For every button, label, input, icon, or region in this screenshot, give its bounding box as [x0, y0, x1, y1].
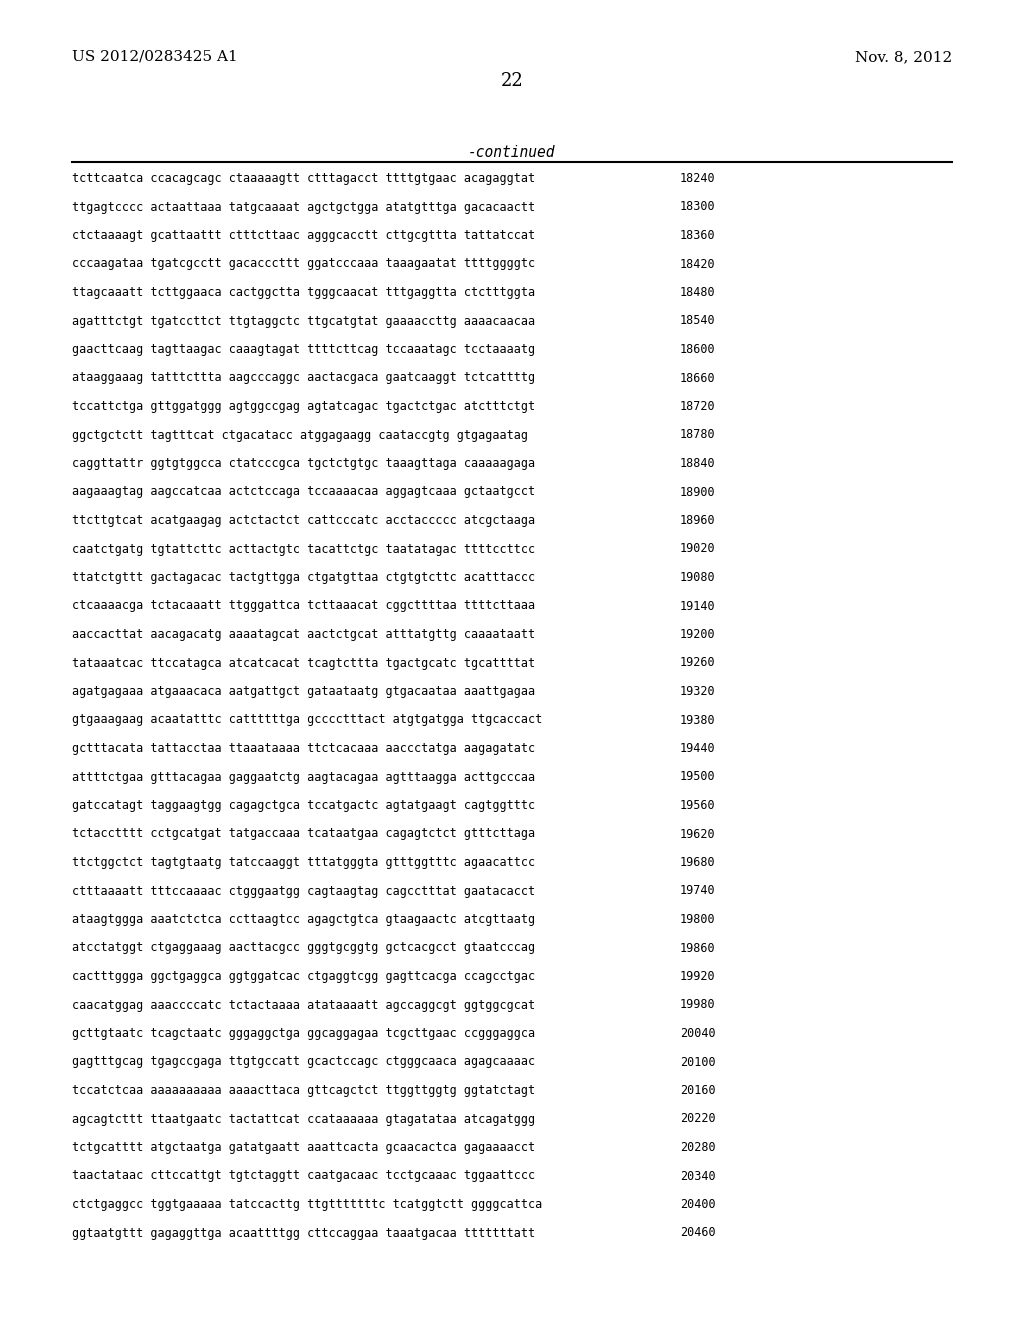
Text: attttctgaa gtttacagaa gaggaatctg aagtacagaa agtttaagga acttgcccaa: attttctgaa gtttacagaa gaggaatctg aagtaca…: [72, 771, 536, 784]
Text: gctttacata tattacctaa ttaaataaaa ttctcacaaa aaccctatga aagagatatc: gctttacata tattacctaa ttaaataaaa ttctcac…: [72, 742, 536, 755]
Text: 19860: 19860: [680, 941, 716, 954]
Text: ctcaaaacga tctacaaatt ttgggattca tcttaaacat cggcttttaa ttttcttaaa: ctcaaaacga tctacaaatt ttgggattca tcttaaa…: [72, 599, 536, 612]
Text: US 2012/0283425 A1: US 2012/0283425 A1: [72, 50, 238, 63]
Text: 18300: 18300: [680, 201, 716, 214]
Text: 19320: 19320: [680, 685, 716, 698]
Text: 19140: 19140: [680, 599, 716, 612]
Text: 19500: 19500: [680, 771, 716, 784]
Text: agatttctgt tgatccttct ttgtaggctc ttgcatgtat gaaaaccttg aaaacaacaa: agatttctgt tgatccttct ttgtaggctc ttgcatg…: [72, 314, 536, 327]
Text: tataaatcac ttccatagca atcatcacat tcagtcttta tgactgcatc tgcattttat: tataaatcac ttccatagca atcatcacat tcagtct…: [72, 656, 536, 669]
Text: tccatctcaa aaaaaaaaaa aaaacttaca gttcagctct ttggttggtg ggtatctagt: tccatctcaa aaaaaaaaaa aaaacttaca gttcagc…: [72, 1084, 536, 1097]
Text: 19680: 19680: [680, 855, 716, 869]
Text: 18780: 18780: [680, 429, 716, 441]
Text: 18840: 18840: [680, 457, 716, 470]
Text: 20040: 20040: [680, 1027, 716, 1040]
Text: caatctgatg tgtattcttc acttactgtc tacattctgc taatatagac ttttccttcc: caatctgatg tgtattcttc acttactgtc tacattc…: [72, 543, 536, 556]
Text: caacatggag aaaccccatc tctactaaaa atataaaatt agccaggcgt ggtggcgcat: caacatggag aaaccccatc tctactaaaa atataaa…: [72, 998, 536, 1011]
Text: gatccatagt taggaagtgg cagagctgca tccatgactc agtatgaagt cagtggtttc: gatccatagt taggaagtgg cagagctgca tccatga…: [72, 799, 536, 812]
Text: 18420: 18420: [680, 257, 716, 271]
Text: aagaaagtag aagccatcaa actctccaga tccaaaacaa aggagtcaaa gctaatgcct: aagaaagtag aagccatcaa actctccaga tccaaaa…: [72, 486, 536, 499]
Text: 19440: 19440: [680, 742, 716, 755]
Text: -continued: -continued: [468, 145, 556, 160]
Text: ttctggctct tagtgtaatg tatccaaggt tttatgggta gtttggtttc agaacattcc: ttctggctct tagtgtaatg tatccaaggt tttatgg…: [72, 855, 536, 869]
Text: 18600: 18600: [680, 343, 716, 356]
Text: 19020: 19020: [680, 543, 716, 556]
Text: 18480: 18480: [680, 286, 716, 300]
Text: 20160: 20160: [680, 1084, 716, 1097]
Text: ttgagtcccc actaattaaa tatgcaaaat agctgctgga atatgtttga gacacaactt: ttgagtcccc actaattaaa tatgcaaaat agctgct…: [72, 201, 536, 214]
Text: ggctgctctt tagtttcat ctgacatacc atggagaagg caataccgtg gtgagaatag: ggctgctctt tagtttcat ctgacatacc atggagaa…: [72, 429, 528, 441]
Text: ttatctgttt gactagacac tactgttgga ctgatgttaa ctgtgtcttc acatttaccc: ttatctgttt gactagacac tactgttgga ctgatgt…: [72, 572, 536, 583]
Text: agcagtcttt ttaatgaatc tactattcat ccataaaaaa gtagatataa atcagatggg: agcagtcttt ttaatgaatc tactattcat ccataaa…: [72, 1113, 536, 1126]
Text: 22: 22: [501, 73, 523, 90]
Text: taactataac cttccattgt tgtctaggtt caatgacaac tcctgcaaac tggaattccc: taactataac cttccattgt tgtctaggtt caatgac…: [72, 1170, 536, 1183]
Text: aaccacttat aacagacatg aaaatagcat aactctgcat atttatgttg caaaataatt: aaccacttat aacagacatg aaaatagcat aactctg…: [72, 628, 536, 642]
Text: cactttggga ggctgaggca ggtggatcac ctgaggtcgg gagttcacga ccagcctgac: cactttggga ggctgaggca ggtggatcac ctgaggt…: [72, 970, 536, 983]
Text: 18660: 18660: [680, 371, 716, 384]
Text: atcctatggt ctgaggaaag aacttacgcc gggtgcggtg gctcacgcct gtaatcccag: atcctatggt ctgaggaaag aacttacgcc gggtgcg…: [72, 941, 536, 954]
Text: ctctaaaagt gcattaattt ctttcttaac agggcacctt cttgcgttta tattatccat: ctctaaaagt gcattaattt ctttcttaac agggcac…: [72, 228, 536, 242]
Text: ataagtggga aaatctctca ccttaagtcc agagctgtca gtaagaactc atcgttaatg: ataagtggga aaatctctca ccttaagtcc agagctg…: [72, 913, 536, 927]
Text: 20100: 20100: [680, 1056, 716, 1068]
Text: 19380: 19380: [680, 714, 716, 726]
Text: 20400: 20400: [680, 1199, 716, 1210]
Text: ctttaaaatt tttccaaaac ctgggaatgg cagtaagtag cagcctttat gaatacacct: ctttaaaatt tttccaaaac ctgggaatgg cagtaag…: [72, 884, 536, 898]
Text: ctctgaggcc tggtgaaaaa tatccacttg ttgtttttttc tcatggtctt ggggcattca: ctctgaggcc tggtgaaaaa tatccacttg ttgtttt…: [72, 1199, 543, 1210]
Text: 20220: 20220: [680, 1113, 716, 1126]
Text: agatgagaaa atgaaacaca aatgattgct gataataatg gtgacaataa aaattgagaa: agatgagaaa atgaaacaca aatgattgct gataata…: [72, 685, 536, 698]
Text: gagtttgcag tgagccgaga ttgtgccatt gcactccagc ctgggcaaca agagcaaaac: gagtttgcag tgagccgaga ttgtgccatt gcactcc…: [72, 1056, 536, 1068]
Text: ataaggaaag tatttcttta aagcccaggc aactacgaca gaatcaaggt tctcattttg: ataaggaaag tatttcttta aagcccaggc aactacg…: [72, 371, 536, 384]
Text: 18720: 18720: [680, 400, 716, 413]
Text: 20460: 20460: [680, 1226, 716, 1239]
Text: tcttcaatca ccacagcagc ctaaaaagtt ctttagacct ttttgtgaac acagaggtat: tcttcaatca ccacagcagc ctaaaaagtt ctttaga…: [72, 172, 536, 185]
Text: ttcttgtcat acatgaagag actctactct cattcccatc acctaccccc atcgctaaga: ttcttgtcat acatgaagag actctactct cattccc…: [72, 513, 536, 527]
Text: 18540: 18540: [680, 314, 716, 327]
Text: ggtaatgttt gagaggttga acaattttgg cttccaggaa taaatgacaa tttttttatt: ggtaatgttt gagaggttga acaattttgg cttccag…: [72, 1226, 536, 1239]
Text: caggttattr ggtgtggcca ctatcccgca tgctctgtgc taaagttaga caaaaagaga: caggttattr ggtgtggcca ctatcccgca tgctctg…: [72, 457, 536, 470]
Text: 18360: 18360: [680, 228, 716, 242]
Text: 19260: 19260: [680, 656, 716, 669]
Text: 18240: 18240: [680, 172, 716, 185]
Text: 20340: 20340: [680, 1170, 716, 1183]
Text: 19080: 19080: [680, 572, 716, 583]
Text: 18900: 18900: [680, 486, 716, 499]
Text: tccattctga gttggatggg agtggccgag agtatcagac tgactctgac atctttctgt: tccattctga gttggatggg agtggccgag agtatca…: [72, 400, 536, 413]
Text: 19740: 19740: [680, 884, 716, 898]
Text: ttagcaaatt tcttggaaca cactggctta tgggcaacat tttgaggtta ctctttggta: ttagcaaatt tcttggaaca cactggctta tgggcaa…: [72, 286, 536, 300]
Text: 19980: 19980: [680, 998, 716, 1011]
Text: 19620: 19620: [680, 828, 716, 841]
Text: gaacttcaag tagttaagac caaagtagat ttttcttcag tccaaatagc tcctaaaatg: gaacttcaag tagttaagac caaagtagat ttttctt…: [72, 343, 536, 356]
Text: 19200: 19200: [680, 628, 716, 642]
Text: 20280: 20280: [680, 1140, 716, 1154]
Text: 19560: 19560: [680, 799, 716, 812]
Text: tctgcatttt atgctaatga gatatgaatt aaattcacta gcaacactca gagaaaacct: tctgcatttt atgctaatga gatatgaatt aaattca…: [72, 1140, 536, 1154]
Text: tctacctttt cctgcatgat tatgaccaaa tcataatgaa cagagtctct gtttcttaga: tctacctttt cctgcatgat tatgaccaaa tcataat…: [72, 828, 536, 841]
Text: 19920: 19920: [680, 970, 716, 983]
Text: 19800: 19800: [680, 913, 716, 927]
Text: gtgaaagaag acaatatttc cattttttga gcccctttact atgtgatgga ttgcaccact: gtgaaagaag acaatatttc cattttttga gcccctt…: [72, 714, 543, 726]
Text: cccaagataa tgatcgcctt gacacccttt ggatcccaaa taaagaatat ttttggggtc: cccaagataa tgatcgcctt gacacccttt ggatccc…: [72, 257, 536, 271]
Text: Nov. 8, 2012: Nov. 8, 2012: [855, 50, 952, 63]
Text: 18960: 18960: [680, 513, 716, 527]
Text: gcttgtaatc tcagctaatc gggaggctga ggcaggagaa tcgcttgaac ccgggaggca: gcttgtaatc tcagctaatc gggaggctga ggcagga…: [72, 1027, 536, 1040]
